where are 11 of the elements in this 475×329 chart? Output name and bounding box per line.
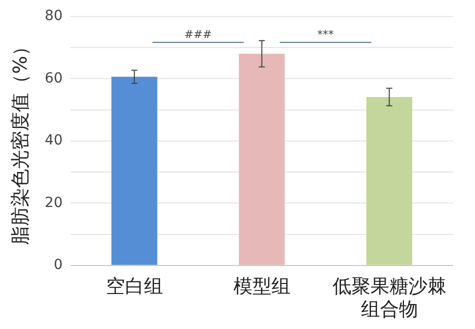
y-tick-label: 40	[44, 132, 63, 149]
x-tick-label: 空白组	[106, 276, 163, 298]
annotation: ***	[317, 28, 334, 41]
y-axis-title: 脂肪染色光密度值（%）	[9, 36, 32, 245]
annotation: ###	[184, 28, 212, 41]
y-tick-label: 80	[44, 8, 63, 24]
y-tick-label: 20	[44, 194, 63, 211]
y-tick-label: 60	[44, 70, 63, 86]
x-tick-label: 低聚果糖沙棘组合物	[332, 276, 446, 321]
y-tick-label: 0	[54, 257, 63, 274]
x-tick-label: 模型组	[233, 276, 290, 298]
